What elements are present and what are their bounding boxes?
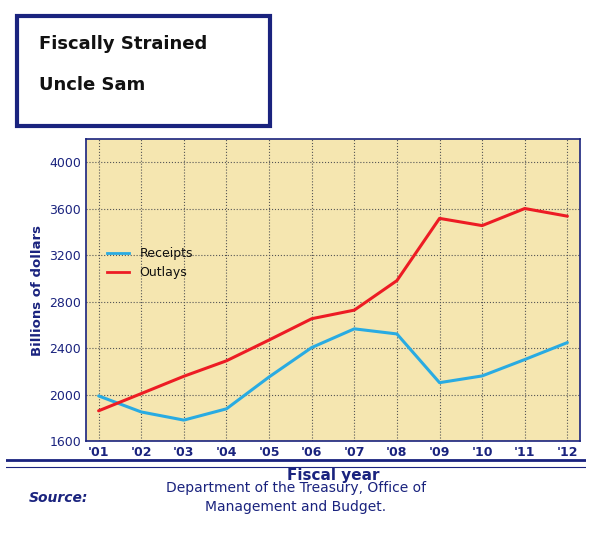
Text: Uncle Sam: Uncle Sam <box>38 77 145 94</box>
X-axis label: Fiscal year: Fiscal year <box>287 468 379 483</box>
Legend: Receipts, Outlays: Receipts, Outlays <box>102 242 198 284</box>
Y-axis label: Billions of dollars: Billions of dollars <box>31 225 44 356</box>
Text: Department of the Treasury, Office of
Management and Budget.: Department of the Treasury, Office of Ma… <box>166 481 426 515</box>
Text: Fiscally Strained: Fiscally Strained <box>38 35 207 54</box>
Text: Source:: Source: <box>28 491 88 505</box>
